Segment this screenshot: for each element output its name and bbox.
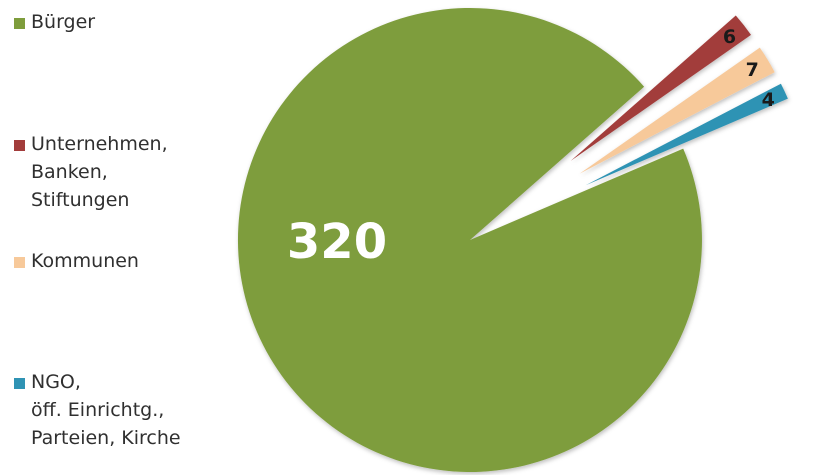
data-label-ngo: 4 — [762, 89, 775, 111]
legend-label-ngo: NGO, öff. Einrichtg., Parteien, Kirche — [31, 371, 181, 449]
data-label-unternehmen: 6 — [723, 26, 736, 48]
pie-slice-unternehmen — [570, 15, 751, 161]
legend-swatch-ngo — [14, 378, 25, 389]
legend-item-unternehmen: Unternehmen, Banken, Stiftungen — [14, 130, 168, 214]
legend-item-ngo: NGO, öff. Einrichtg., Parteien, Kirche — [14, 368, 181, 452]
data-label-buerger: 320 — [287, 214, 387, 270]
legend-swatch-unternehmen — [14, 140, 25, 151]
data-label-kommunen: 7 — [746, 59, 759, 81]
legend-swatch-kommunen — [14, 257, 25, 268]
legend-item-kommunen: Kommunen — [14, 247, 139, 275]
legend-label-kommunen: Kommunen — [31, 250, 139, 272]
legend-item-buerger: Bürger — [14, 8, 95, 36]
legend-label-unternehmen: Unternehmen, Banken, Stiftungen — [31, 133, 168, 211]
legend-label-buerger: Bürger — [31, 11, 96, 33]
pie-slice-kommunen — [579, 47, 775, 174]
legend-swatch-buerger — [14, 18, 25, 29]
pie-slice-ngo — [585, 83, 788, 186]
pie-slice-buerger — [237, 7, 702, 472]
